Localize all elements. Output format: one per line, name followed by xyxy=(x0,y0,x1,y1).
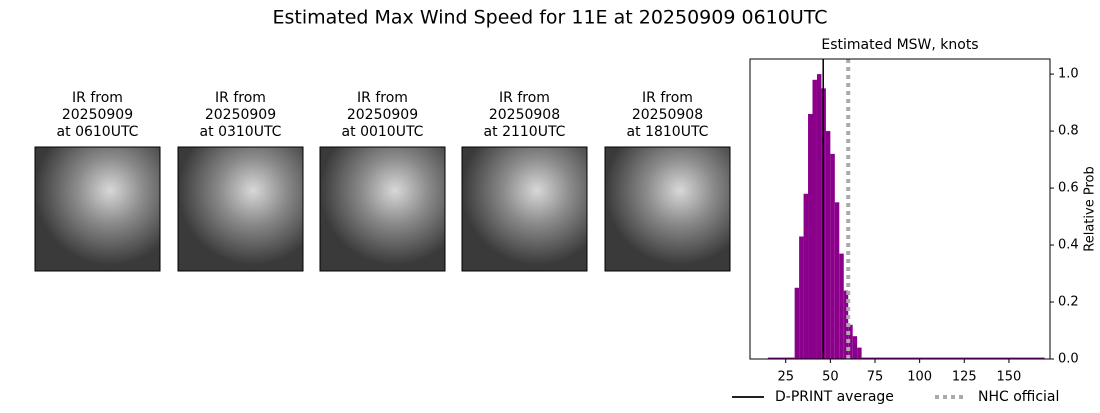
ir-image xyxy=(34,146,161,272)
y-tick-label: 0.0 xyxy=(1058,352,1079,367)
bar xyxy=(852,336,858,359)
panel-title: IR from xyxy=(215,90,266,106)
x-tick-label: 125 xyxy=(952,370,977,385)
panel-title: at 0010UTC xyxy=(342,124,424,140)
panel-title: 20250908 xyxy=(489,107,560,123)
bar xyxy=(812,79,817,359)
bar xyxy=(834,202,840,359)
x-tick-label: 25 xyxy=(777,370,794,385)
bar xyxy=(830,153,835,359)
plot-frame xyxy=(749,58,1051,360)
bar xyxy=(839,253,844,359)
y-axis-label: Relative Prob xyxy=(1083,166,1098,251)
ir-image xyxy=(319,146,446,272)
bar xyxy=(816,74,822,359)
x-tick-label: 50 xyxy=(822,370,839,385)
panel-title: IR from xyxy=(72,90,123,106)
panel-title: IR from xyxy=(642,90,693,106)
panel-title: at 2110UTC xyxy=(484,124,566,140)
ir-image xyxy=(177,146,304,272)
bar xyxy=(803,193,809,359)
y-tick-label: 0.4 xyxy=(1058,238,1079,253)
panel-title: at 0310UTC xyxy=(200,124,282,140)
panel-title: 20250908 xyxy=(632,107,703,123)
panel-title: 20250909 xyxy=(62,107,133,123)
x-tick-label: 150 xyxy=(997,370,1022,385)
bar xyxy=(843,290,849,359)
chart-title: Estimated MSW, knots xyxy=(821,37,978,53)
y-tick-label: 1.0 xyxy=(1058,67,1079,82)
bar xyxy=(825,131,831,359)
bar xyxy=(799,236,804,359)
y-tick-label: 0.8 xyxy=(1058,124,1079,139)
ir-image xyxy=(604,146,731,272)
legend-label: D-PRINT average xyxy=(775,389,894,405)
ir-image xyxy=(461,146,588,272)
bar xyxy=(808,113,813,360)
legend-label: NHC official xyxy=(978,389,1059,405)
y-tick-label: 0.2 xyxy=(1058,295,1079,310)
bar xyxy=(857,347,862,359)
panel-title: IR from xyxy=(357,90,408,106)
figure-title: Estimated Max Wind Speed for 11E at 2025… xyxy=(272,7,827,29)
y-tick-label: 0.6 xyxy=(1058,181,1079,196)
x-tick-label: 75 xyxy=(867,370,884,385)
bar xyxy=(861,357,1045,359)
panel-title: IR from xyxy=(499,90,550,106)
bar xyxy=(767,357,795,359)
panel-title: 20250909 xyxy=(347,107,418,123)
panel-title: at 1810UTC xyxy=(627,124,709,140)
bar xyxy=(848,324,853,359)
x-tick-label: 100 xyxy=(907,370,932,385)
panel-title: at 0610UTC xyxy=(57,124,139,140)
panel-title: 20250909 xyxy=(205,107,276,123)
bar xyxy=(794,287,800,359)
